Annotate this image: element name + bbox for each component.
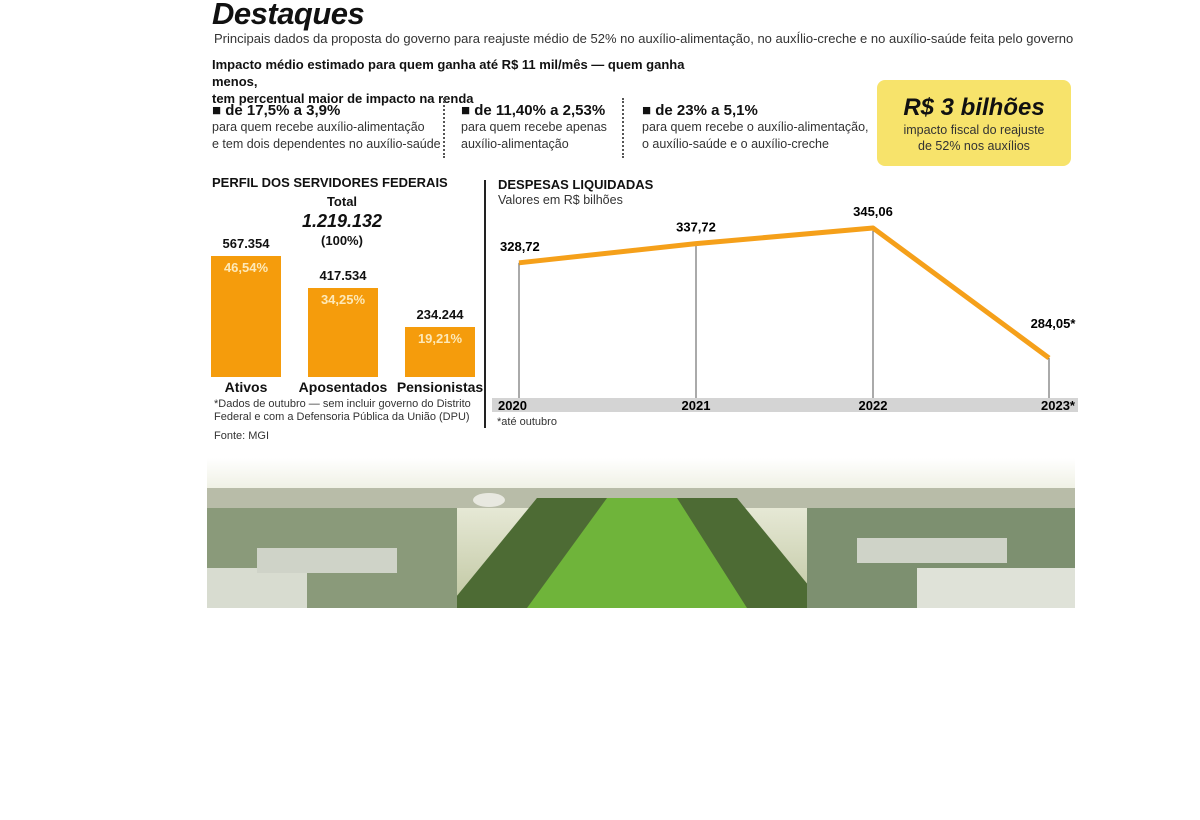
divider (443, 98, 445, 158)
range-value: ■ de 11,40% a 2,53% (461, 102, 606, 119)
range-item: ■ de 11,40% a 2,53% para quem recebe apen… (461, 102, 607, 153)
point-value-label: 337,72 (676, 220, 716, 235)
bar-percent-label: 46,54% (223, 259, 269, 275)
bar-value-label: 234.244 (416, 307, 464, 323)
range-desc: para quem recebe auxílio-alimentação (212, 120, 425, 134)
bar-category-label: Pensionistas (396, 379, 484, 395)
point-value-label: 345,06 (853, 204, 893, 219)
page-title: Destaques (212, 0, 365, 31)
bar-percent-label: 19,21% (417, 331, 463, 347)
line-chart-subtitle: Valores em R$ bilhões (498, 193, 623, 207)
range-item: ■ de 17,5% a 3,9% para quem recebe auxíli… (212, 102, 441, 153)
range-item: ■ de 23% a 5,1% para quem recebe o auxíli… (642, 102, 869, 153)
bar-value-label: 417.534 (319, 267, 367, 283)
range-value: ■ de 23% a 5,1% (642, 102, 758, 119)
bar (405, 327, 475, 377)
line-chart: 328,72 2020 337,72 2021 345,06 2022 284,05* 202… (492, 204, 1078, 413)
fiscal-impact-box: R$ 3 bilhões impacto fiscal do reajuste de… (877, 80, 1071, 166)
impact-heading: Impacto médio estimado para quem ganha a… (212, 56, 732, 107)
bar (211, 255, 281, 377)
fiscal-value: R$ 3 bilhões (903, 94, 1045, 121)
divider (622, 98, 624, 158)
point-value-label: 328,72 (500, 239, 540, 254)
bar (308, 287, 378, 377)
range-desc: para quem recebe apenas (461, 120, 607, 134)
x-tick-label: 2022 (859, 398, 888, 413)
impact-line: tem percentual maior de impacto na renda (212, 91, 474, 106)
bar-note: *Dados de outubro — sem incluir governo … (214, 398, 471, 424)
bar-percent-label: 34,25% (320, 291, 366, 307)
x-tick-label: 2023* (1041, 398, 1076, 413)
x-axis-band (492, 398, 1078, 412)
line-note: *até outubro (497, 416, 557, 428)
bar-value-label: 567.354 (222, 235, 270, 251)
total-value: 1.219.132 (301, 211, 383, 231)
total-label: Total (326, 194, 358, 209)
source: Fonte: MGI (214, 430, 270, 442)
fiscal-desc: de 52% nos auxílios (918, 139, 1030, 153)
line-chart-title: DESPESAS LIQUIDADAS (498, 177, 654, 192)
impact-line: Impacto médio estimado para quem ganha a… (212, 57, 685, 89)
bar-category-label: Ativos (224, 379, 268, 395)
range-desc: para quem recebe o auxílio-alimentação, (642, 120, 869, 134)
point-value-label: 284,05* (1031, 316, 1077, 331)
range-desc: e tem dois dependentes no auxílio-saúde (212, 137, 441, 151)
fiscal-desc: impacto fiscal do reajuste (903, 123, 1045, 137)
note-line: Federal e com a Defensoria Pública da Un… (214, 411, 470, 423)
subtitle: Principais dados da proposta do governo … (214, 31, 1074, 46)
range-value: ■ de 17,5% a 3,9% (212, 102, 341, 119)
total-pct: (100%) (321, 233, 363, 248)
divider (484, 180, 486, 428)
bar-chart-title: PERFIL DOS SERVIDORES FEDERAIS (212, 175, 448, 190)
range-desc: o auxílio-saúde e o auxílio-creche (642, 137, 829, 151)
x-tick-label: 2021 (682, 398, 711, 413)
line-series (518, 225, 1051, 360)
range-desc: auxílio-alimentação (461, 137, 569, 151)
esplanada-photo (207, 458, 1075, 608)
note-line: *Dados de outubro — sem incluir governo … (214, 398, 471, 410)
x-tick-label: 2020 (498, 398, 527, 413)
bar-category-label: Aposentados (298, 379, 388, 395)
